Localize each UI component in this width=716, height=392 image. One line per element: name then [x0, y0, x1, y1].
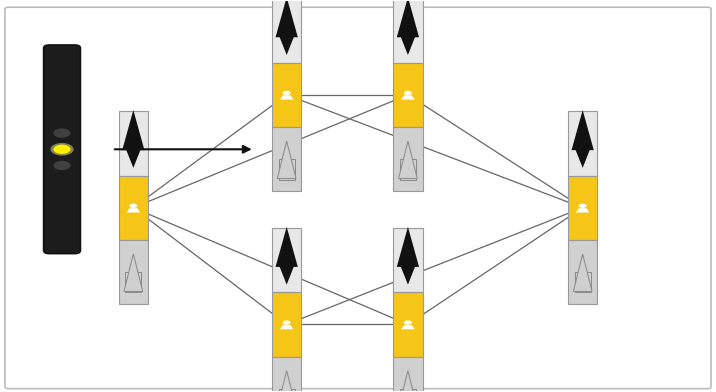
Bar [568, 111, 597, 176]
Polygon shape [279, 34, 295, 55]
Circle shape [274, 318, 299, 331]
Polygon shape [276, 0, 298, 37]
Circle shape [283, 320, 291, 325]
Polygon shape [400, 263, 416, 285]
Bar [568, 240, 597, 304]
Bar [272, 228, 301, 292]
Circle shape [404, 320, 412, 325]
Bar [393, 0, 422, 63]
Polygon shape [399, 141, 417, 178]
Circle shape [130, 204, 137, 208]
Polygon shape [576, 208, 589, 212]
Polygon shape [574, 147, 591, 168]
Circle shape [579, 204, 586, 208]
Polygon shape [400, 34, 416, 55]
Polygon shape [280, 95, 294, 100]
Circle shape [50, 143, 74, 156]
Circle shape [54, 129, 71, 138]
Circle shape [54, 161, 71, 170]
Bar [393, 63, 422, 127]
Polygon shape [401, 325, 415, 329]
Circle shape [274, 88, 299, 102]
Polygon shape [401, 95, 415, 100]
Bar [400, 388, 416, 392]
Bar [119, 240, 148, 304]
Bar [400, 159, 416, 180]
Circle shape [396, 88, 420, 102]
Bar [272, 63, 301, 127]
Bar [393, 357, 422, 392]
Bar [393, 127, 422, 191]
Polygon shape [399, 371, 417, 392]
Polygon shape [277, 371, 296, 392]
Polygon shape [276, 227, 298, 267]
Bar [119, 176, 148, 240]
Circle shape [396, 318, 420, 331]
Bar [125, 272, 141, 292]
Polygon shape [127, 208, 140, 212]
Polygon shape [124, 254, 142, 291]
Polygon shape [397, 0, 419, 37]
Polygon shape [122, 110, 145, 150]
Bar [272, 127, 301, 191]
Polygon shape [571, 110, 594, 150]
Bar [575, 272, 591, 292]
Bar [279, 388, 295, 392]
Bar [393, 228, 422, 292]
Circle shape [404, 91, 412, 95]
Circle shape [121, 201, 145, 214]
FancyBboxPatch shape [44, 45, 80, 254]
Bar [119, 111, 148, 176]
Polygon shape [397, 227, 419, 267]
Circle shape [54, 145, 71, 154]
Bar [568, 176, 597, 240]
Bar [272, 0, 301, 63]
Polygon shape [277, 141, 296, 178]
Polygon shape [574, 254, 592, 291]
Bar [279, 159, 295, 180]
Bar [393, 292, 422, 357]
Polygon shape [125, 147, 142, 168]
Bar [272, 292, 301, 357]
Circle shape [571, 201, 595, 214]
Circle shape [283, 91, 291, 95]
Polygon shape [279, 263, 295, 285]
FancyBboxPatch shape [5, 7, 711, 388]
Bar [272, 357, 301, 392]
Polygon shape [280, 325, 294, 329]
